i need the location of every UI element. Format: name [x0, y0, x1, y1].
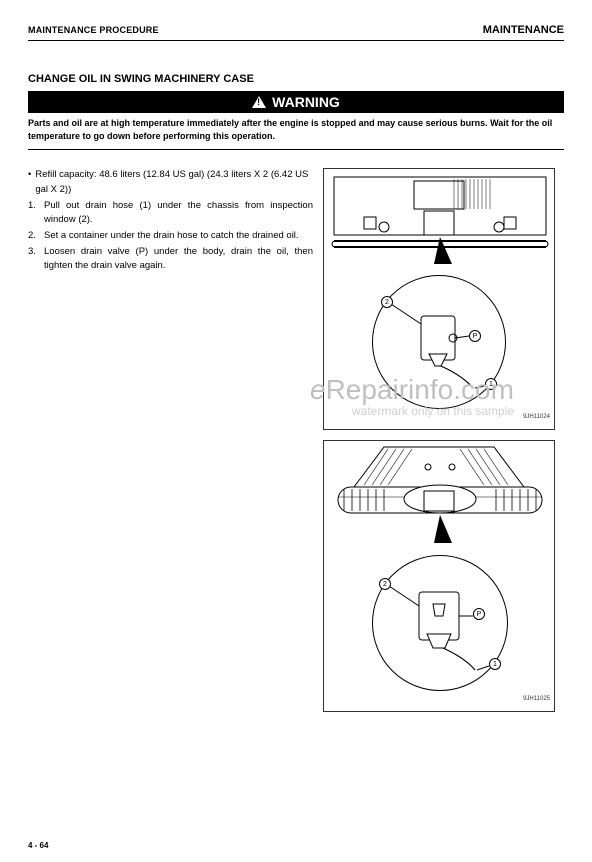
warning-banner-label: WARNING — [272, 94, 340, 110]
figure-2-machine-view — [324, 441, 554, 551]
callout-1: 1 — [485, 378, 497, 390]
header-right: MAINTENANCE — [483, 24, 564, 36]
figure-1-machine-view — [324, 169, 554, 269]
drain-valve-detail-icon — [373, 276, 507, 410]
undercarriage-sketch-icon — [324, 441, 554, 551]
callout-1: 1 — [489, 658, 501, 670]
step-number: 1. — [28, 199, 40, 228]
refill-capacity-text: Refill capacity: 48.6 liters (12.84 US g… — [35, 168, 313, 197]
figure-2: 2 P 1 9JH11025 — [323, 440, 555, 712]
step-text: Set a container under the drain hose to … — [44, 229, 313, 244]
callout-2: 2 — [381, 296, 393, 308]
callout-p: P — [473, 608, 485, 620]
page-number: 4 - 64 — [28, 841, 48, 850]
bullet-marker: • — [28, 168, 31, 197]
step-text: Pull out drain hose (1) under the chassi… — [44, 199, 313, 228]
warning-block: WARNING Parts and oil are at high temper… — [28, 91, 564, 150]
step-text: Loosen drain valve (P) under the body, d… — [44, 245, 313, 274]
drain-valve-detail-icon — [373, 556, 509, 692]
step-number: 2. — [28, 229, 40, 244]
warning-text: Parts and oil are at high temperature im… — [28, 113, 564, 150]
callout-2: 2 — [379, 578, 391, 590]
warning-banner: WARNING — [28, 91, 564, 113]
figure-1: 2 P 1 9JH11024 — [323, 168, 555, 430]
header-left: MAINTENANCE PROCEDURE — [28, 25, 159, 35]
figure-1-detail-view: 2 P 1 9JH11024 — [324, 269, 554, 423]
figure-code: 9JH11025 — [523, 696, 550, 702]
figure-2-detail-view: 2 P 1 9JH11025 — [324, 551, 554, 705]
step-number: 3. — [28, 245, 40, 274]
figure-code: 9JH11024 — [523, 414, 550, 420]
section-title: CHANGE OIL IN SWING MACHINERY CASE — [28, 73, 564, 85]
instructions-column: • Refill capacity: 48.6 liters (12.84 US… — [28, 168, 313, 712]
header-rule — [28, 40, 564, 41]
warning-triangle-icon — [252, 96, 266, 108]
machine-sketch-icon — [324, 169, 554, 269]
callout-p: P — [469, 330, 481, 342]
figure-column: 2 P 1 9JH11024 — [323, 168, 564, 712]
